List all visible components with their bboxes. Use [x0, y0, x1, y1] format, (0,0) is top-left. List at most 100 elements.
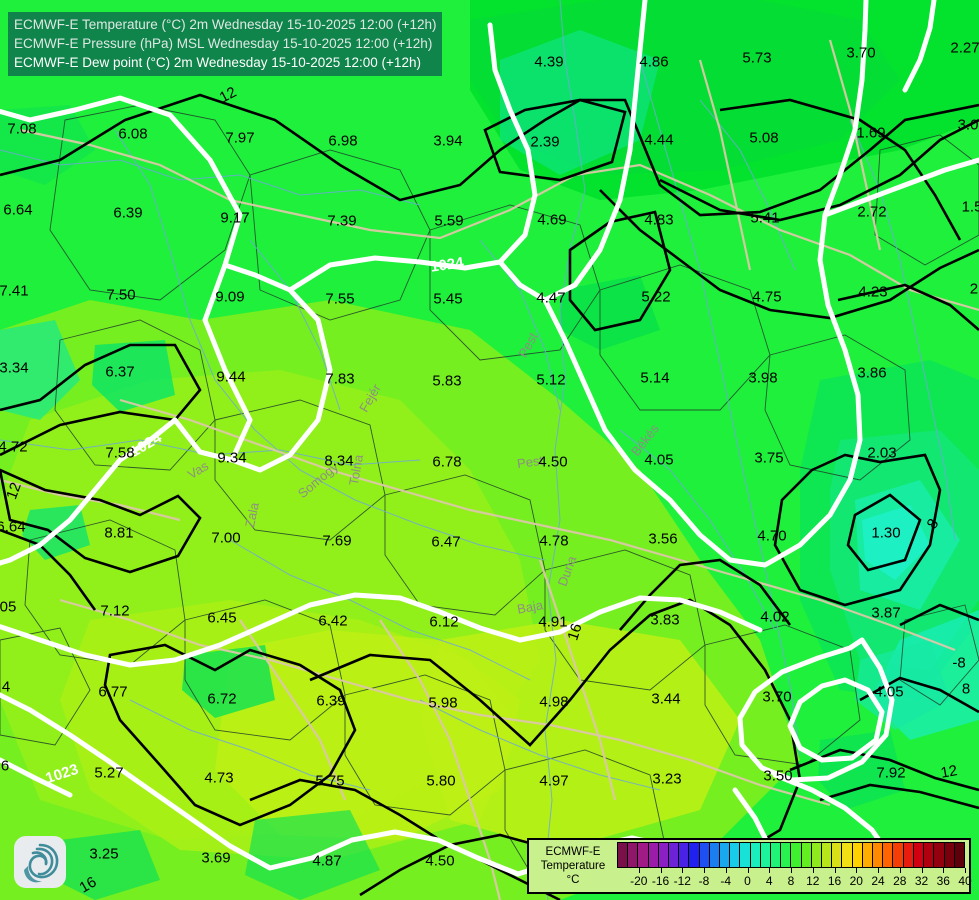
- legend-tick-label: -4: [720, 874, 732, 888]
- temperature-value-label: 7.41: [0, 282, 29, 300]
- legend-tick-mark: [921, 868, 923, 873]
- title-pressure: ECMWF-E Pressure (hPa) MSL Wednesday 15-…: [14, 36, 433, 51]
- map-title-overlay: ECMWF-E Temperature (°C) 2m Wednesday 15…: [8, 12, 443, 76]
- legend-title: ECMWF-E Temperature °C: [529, 845, 617, 887]
- legend-tick-mark: [638, 868, 640, 873]
- legend-tick-mark: [899, 868, 901, 873]
- legend-tick-mark: [856, 868, 858, 873]
- temperature-value-label: 3.70: [846, 44, 876, 62]
- legend-swatch: [781, 843, 792, 867]
- temperature-value-label: 3.34: [0, 359, 29, 377]
- temperature-value-label: 9.09: [215, 288, 245, 306]
- temperature-value-label: 5.75: [315, 772, 345, 790]
- temperature-value-label: 4.97: [539, 772, 569, 790]
- temperature-value-label: 3.23: [652, 770, 682, 788]
- temperature-value-label: 4.91: [538, 613, 568, 631]
- legend-title-line3: °C: [566, 874, 580, 886]
- legend-tick-label: 24: [871, 874, 885, 888]
- temperature-value-label: 5.14: [640, 369, 670, 387]
- legend-swatch: [618, 843, 629, 867]
- temperature-value-label: 9.34: [217, 449, 247, 467]
- temperature-value-label: 3.50: [763, 767, 793, 785]
- temperature-value-label: 3.86: [857, 364, 887, 382]
- temperature-value-label: 5.27: [94, 764, 124, 782]
- temperature-value-label: 6.64: [0, 518, 26, 536]
- legend-swatch: [893, 843, 904, 867]
- temperature-value-label: 6.39: [113, 204, 143, 222]
- legend-tick-mark: [812, 868, 814, 873]
- temperature-value-label: 2.03: [867, 444, 897, 462]
- temperature-value-label: 4.02: [760, 608, 790, 626]
- dewpoint-contour-label: 12: [939, 762, 959, 782]
- legend-tick-mark: [682, 868, 684, 873]
- legend-tick-mark: [769, 868, 771, 873]
- legend-swatch: [730, 843, 741, 867]
- temperature-value-label: 7.83: [325, 370, 355, 388]
- legend-swatch: [669, 843, 680, 867]
- temperature-value-label: 4.05: [874, 683, 904, 701]
- legend-tick-label: 16: [827, 874, 842, 888]
- temperature-value-label: 4.70: [757, 527, 787, 545]
- legend-swatch: [750, 843, 761, 867]
- legend-swatch: [720, 843, 731, 867]
- legend-swatch: [822, 843, 833, 867]
- temperature-value-label: 3.44: [651, 690, 681, 708]
- legend-swatch: [883, 843, 894, 867]
- temperature-value-label: 7.00: [211, 529, 241, 547]
- legend-swatch: [791, 843, 802, 867]
- temperature-value-label: 5.22: [641, 288, 671, 306]
- temperature-value-label: 7.39: [327, 212, 357, 230]
- temperature-value-label: 7.97: [225, 129, 255, 147]
- temperature-value-label: 7.55: [325, 290, 355, 308]
- temperature-value-label: 1.69: [856, 124, 886, 142]
- legend-swatch: [771, 843, 782, 867]
- temperature-value-label: 5.98: [428, 694, 458, 712]
- temperature-value-label: 1.30: [871, 524, 901, 542]
- legend-swatch: [934, 843, 945, 867]
- temperature-value-label: 2.39: [530, 133, 560, 151]
- legend-swatch: [873, 843, 884, 867]
- legend-swatch: [709, 843, 721, 867]
- temperature-value-label: 6.77: [98, 683, 128, 701]
- temperature-value-label: 4.98: [539, 693, 569, 711]
- legend-tick-label: -8: [698, 874, 710, 888]
- legend-tick-mark: [965, 868, 966, 873]
- temperature-value-label: 6.08: [118, 125, 148, 143]
- legend-tick-mark: [791, 868, 792, 873]
- legend-tick-mark: [660, 868, 662, 873]
- temperature-value-label: 9.17: [220, 209, 250, 227]
- temperature-value-label: 3.0: [957, 116, 979, 134]
- temperature-value-label: 4.78: [539, 532, 569, 550]
- temperature-value-label: 2.72: [857, 203, 887, 221]
- temperature-colorbar-legend: ECMWF-E Temperature °C -20 -16 -12 -8 -4 0 4 8 1…: [527, 838, 972, 894]
- legend-title-line2: Temperature: [540, 860, 606, 872]
- legend-swatch: [801, 843, 812, 867]
- temperature-value-label: 7.12: [100, 602, 130, 620]
- temperature-value-label: 6.45: [207, 609, 237, 627]
- temperature-value-label: 4.86: [639, 53, 669, 71]
- legend-tick-mark: [878, 868, 879, 873]
- legend-tick-label: 12: [806, 874, 820, 888]
- legend-tick-label: 0: [744, 874, 751, 888]
- legend-tick-label: 32: [914, 874, 929, 888]
- legend-tick-label: -20: [630, 874, 648, 888]
- legend-tick-label: 28: [893, 874, 907, 888]
- temperature-value-label: 6.39: [316, 692, 346, 710]
- temperature-value-label: 8: [961, 680, 971, 698]
- legend-tick-label: 4: [765, 874, 773, 888]
- temperature-value-label: 4.87: [312, 852, 342, 870]
- temperature-value-label: 6.64: [3, 201, 33, 219]
- legend-swatch: [648, 843, 659, 867]
- legend-tick-mark: [725, 868, 727, 873]
- legend-tick-label: -12: [673, 874, 691, 888]
- temperature-value-label: 3.25: [89, 845, 119, 863]
- temperature-value-label: 5.45: [433, 290, 463, 308]
- temperature-value-label: 4.23: [858, 283, 888, 301]
- temperature-value-label: 5.83: [432, 372, 462, 390]
- temperature-value-label: 6.98: [328, 132, 358, 150]
- temperature-value-label: 3.69: [201, 849, 231, 867]
- legend-tick-label: -16: [651, 874, 670, 888]
- legend-swatch: [852, 843, 863, 867]
- legend-swatch: [862, 843, 874, 867]
